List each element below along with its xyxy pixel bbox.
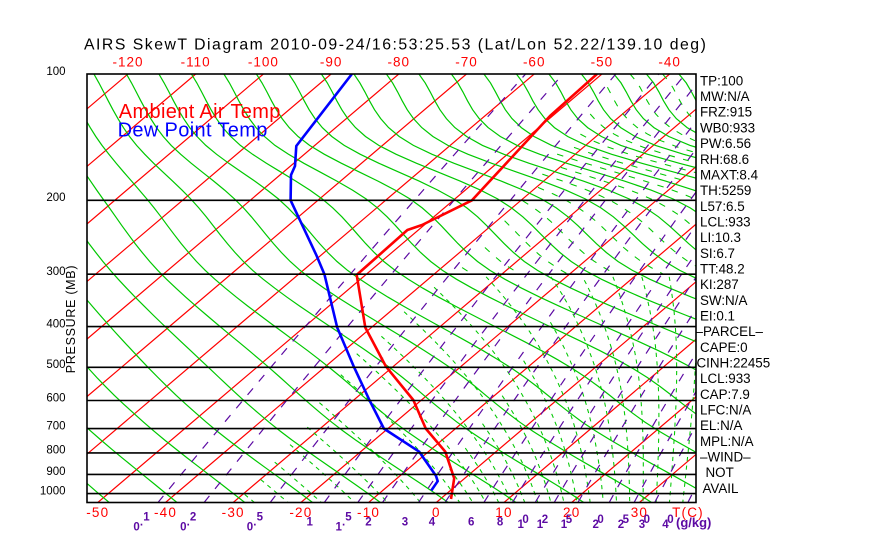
- svg-text:.: .: [342, 517, 345, 529]
- svg-text:L57:6.5: L57:6.5: [700, 199, 745, 214]
- svg-text:900: 900: [46, 466, 65, 478]
- svg-text:LI:10.3: LI:10.3: [700, 230, 741, 245]
- svg-text:MW:N/A: MW:N/A: [700, 89, 750, 104]
- svg-text:6: 6: [468, 517, 474, 529]
- svg-text:EL:N/A: EL:N/A: [700, 418, 742, 433]
- svg-text:CINH:22455: CINH:22455: [697, 356, 771, 371]
- svg-text:30: 30: [631, 505, 648, 520]
- svg-text:NOT: NOT: [706, 465, 734, 480]
- svg-text:KI:287: KI:287: [700, 277, 739, 292]
- svg-text:1: 1: [537, 519, 544, 531]
- svg-text:CAP:7.9: CAP:7.9: [700, 387, 750, 402]
- svg-text:LCL:933: LCL:933: [700, 371, 751, 386]
- svg-text:8: 8: [497, 517, 504, 529]
- svg-text:0: 0: [432, 505, 441, 520]
- svg-text:0: 0: [522, 514, 528, 526]
- svg-text:3: 3: [639, 519, 645, 531]
- svg-text:TP:100: TP:100: [700, 73, 743, 88]
- svg-text:MAXT:8.4: MAXT:8.4: [700, 167, 759, 182]
- svg-text:5: 5: [345, 512, 352, 524]
- svg-text:LFC:N/A: LFC:N/A: [700, 403, 751, 418]
- svg-text:-40: -40: [658, 55, 681, 70]
- svg-text:2: 2: [542, 514, 548, 526]
- svg-text:(g/kg): (g/kg): [676, 515, 711, 530]
- svg-text:SI:6.7: SI:6.7: [700, 246, 735, 261]
- svg-text:-50: -50: [86, 505, 109, 520]
- svg-text:.: .: [140, 517, 143, 529]
- svg-text:-50: -50: [591, 55, 614, 70]
- svg-text:100: 100: [46, 66, 65, 78]
- svg-text:5: 5: [623, 514, 630, 526]
- svg-text:MPL:N/A: MPL:N/A: [700, 434, 754, 449]
- svg-text:.: .: [187, 517, 190, 529]
- svg-text:CAPE:0: CAPE:0: [700, 340, 748, 355]
- svg-text:–WIND–: –WIND–: [700, 450, 751, 465]
- svg-text:20: 20: [563, 505, 580, 520]
- svg-text:0: 0: [667, 514, 673, 526]
- svg-text:AVAIL: AVAIL: [703, 481, 739, 496]
- svg-text:0: 0: [180, 521, 186, 533]
- svg-text:500: 500: [46, 359, 65, 371]
- svg-text:–PARCEL–: –PARCEL–: [696, 324, 764, 339]
- svg-text:FRZ:915: FRZ:915: [700, 105, 752, 120]
- svg-text:2: 2: [592, 519, 598, 531]
- svg-text:0: 0: [247, 521, 253, 533]
- svg-text:Dew Point Temp: Dew Point Temp: [118, 119, 268, 141]
- svg-text:2: 2: [618, 519, 624, 531]
- svg-text:5: 5: [257, 512, 264, 524]
- svg-text:0: 0: [133, 521, 139, 533]
- svg-text:1: 1: [517, 519, 524, 531]
- svg-text:10: 10: [495, 505, 512, 520]
- svg-text:PW:6.56: PW:6.56: [700, 136, 751, 151]
- svg-text:-100: -100: [248, 55, 279, 70]
- svg-text:-20: -20: [289, 505, 312, 520]
- svg-text:1: 1: [306, 517, 313, 529]
- svg-text:-60: -60: [523, 55, 546, 70]
- svg-text:4: 4: [429, 517, 436, 529]
- svg-text:2: 2: [190, 512, 196, 524]
- svg-text:-120: -120: [112, 55, 143, 70]
- svg-text:-80: -80: [388, 55, 411, 70]
- svg-text:300: 300: [46, 266, 65, 278]
- svg-text:TT:48.2: TT:48.2: [700, 261, 745, 276]
- svg-text:AIRS SkewT Diagram 2010-09-24/: AIRS SkewT Diagram 2010-09-24/16:53:25.5…: [84, 37, 707, 54]
- svg-text:800: 800: [46, 445, 65, 457]
- svg-text:2: 2: [365, 517, 371, 529]
- svg-text:0: 0: [644, 514, 650, 526]
- svg-text:1000: 1000: [40, 485, 66, 497]
- svg-text:600: 600: [46, 392, 65, 404]
- svg-text:RH:68.6: RH:68.6: [700, 152, 749, 167]
- svg-text:400: 400: [46, 318, 65, 330]
- svg-text:Ambient Air Temp: Ambient Air Temp: [119, 101, 281, 123]
- svg-text:-30: -30: [222, 505, 245, 520]
- svg-text:-110: -110: [181, 55, 211, 70]
- svg-text:-70: -70: [455, 55, 478, 70]
- svg-text:SW:N/A: SW:N/A: [700, 293, 747, 308]
- svg-text:4: 4: [662, 519, 669, 531]
- svg-text:-90: -90: [320, 55, 343, 70]
- svg-text:WB0:933: WB0:933: [700, 120, 755, 135]
- svg-text:1: 1: [143, 512, 150, 524]
- svg-text:.: .: [253, 517, 256, 529]
- svg-text:1: 1: [561, 519, 568, 531]
- svg-text:700: 700: [46, 420, 65, 432]
- svg-text:T(C): T(C): [672, 505, 704, 520]
- svg-text:TH:5259: TH:5259: [700, 183, 751, 198]
- svg-text:1: 1: [335, 521, 342, 533]
- svg-text:EI:0.1: EI:0.1: [700, 309, 735, 324]
- svg-text:5: 5: [566, 514, 573, 526]
- svg-text:3: 3: [402, 517, 408, 529]
- svg-text:0: 0: [597, 514, 603, 526]
- svg-text:200: 200: [46, 192, 65, 204]
- svg-text:PRESSURE (MB): PRESSURE (MB): [64, 265, 78, 373]
- svg-text:-10: -10: [357, 505, 380, 520]
- svg-text:-40: -40: [154, 505, 177, 520]
- svg-text:LCL:933: LCL:933: [700, 214, 751, 229]
